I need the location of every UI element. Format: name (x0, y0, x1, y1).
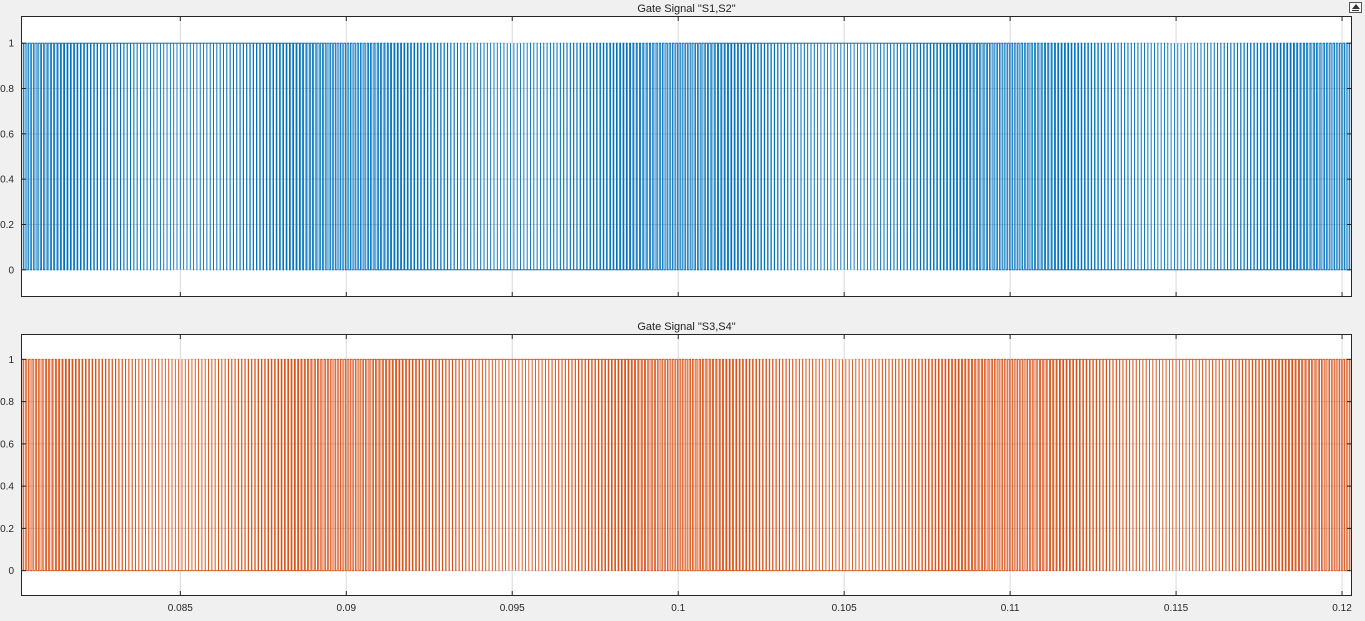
y-tick-label: 0.8 (0, 397, 14, 408)
x-tick-label: 0.12 (1332, 603, 1352, 614)
y-tick-label: 0 (8, 566, 14, 577)
chart-title: Gate Signal "S3,S4" (637, 321, 735, 333)
axes-background (21, 334, 1352, 596)
series-line-2 (21, 358, 1352, 572)
x-tick-label: 0.1 (671, 603, 685, 614)
axes-frame (21, 334, 1352, 596)
y-tick-label: 1 (8, 355, 14, 366)
axes-frame (21, 16, 1352, 297)
x-tick-label: 0.11 (1001, 603, 1020, 614)
y-tick-label: 0.6 (0, 129, 14, 140)
y-tick-label: 1 (8, 39, 14, 50)
x-tick-label: 0.115 (1164, 603, 1189, 614)
subplot-s3-s4: 0 0.2 0.4 0.6 0.8 1 0.085 0.09 0.095 0.1 0.105 0.11… (0, 321, 1352, 614)
y-tick-label: 0.6 (0, 439, 14, 450)
undock-bar-icon (1352, 10, 1359, 11)
y-tick-label: 0.4 (0, 482, 14, 493)
undock-button[interactable] (1349, 2, 1362, 13)
y-tick-label: 0.2 (0, 524, 14, 535)
y-tick-label: 0.4 (0, 175, 14, 186)
x-tick-label: 0.105 (832, 603, 857, 614)
chart-title: Gate Signal "S1,S2" (637, 3, 735, 15)
series-line-1 (21, 42, 1352, 271)
undock-arrow-icon (1352, 4, 1360, 9)
y-tick-label: 0 (8, 265, 14, 276)
subplot-s1-s2: 0 0.2 0.4 0.6 0.8 1 Gate Signal "S1,S2" (0, 3, 1352, 297)
y-tick-label: 0.2 (0, 220, 14, 231)
y-tick-label: 0.8 (0, 84, 14, 95)
x-tick-label: 0.085 (168, 603, 193, 614)
x-tick-label: 0.095 (500, 603, 525, 614)
x-tick-label: 0.09 (337, 603, 357, 614)
